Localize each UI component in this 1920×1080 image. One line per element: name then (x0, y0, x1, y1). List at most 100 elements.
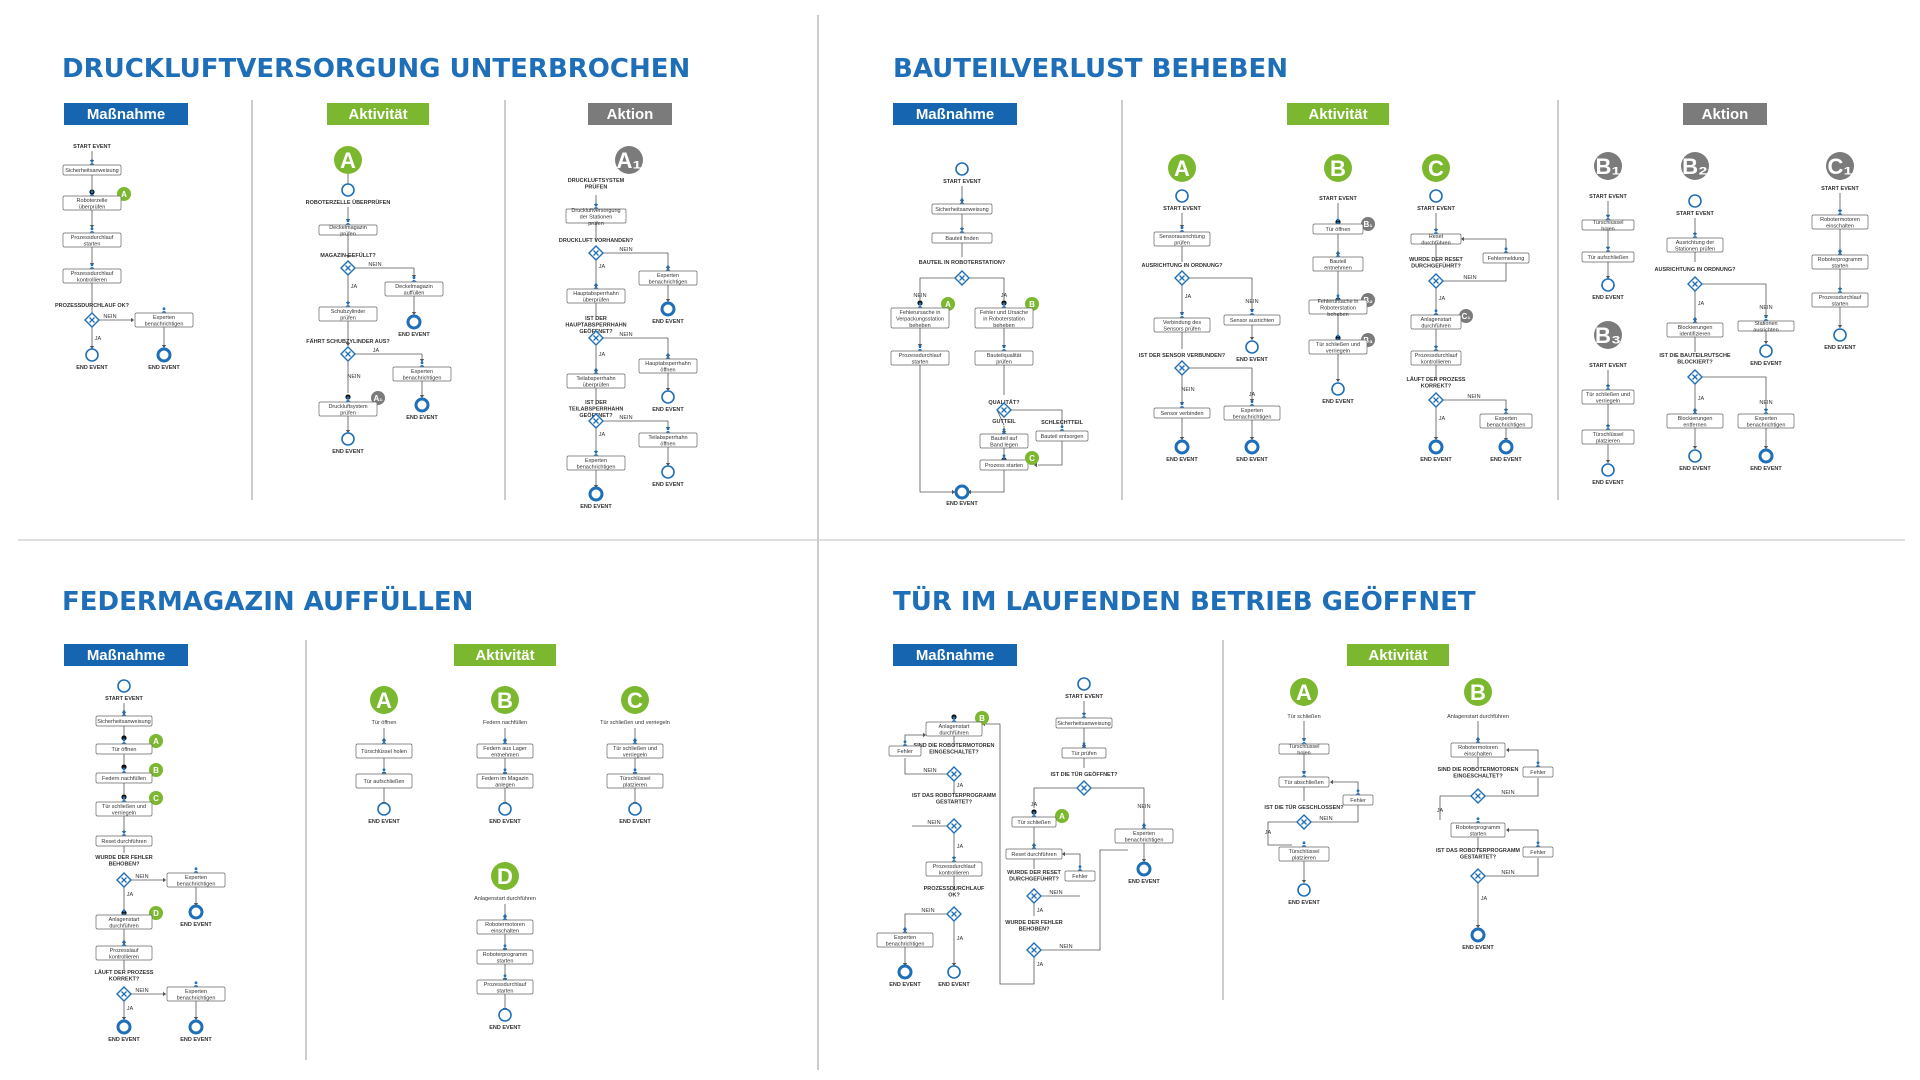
task-box (1811, 292, 1869, 308)
user-task-icon (121, 913, 127, 915)
label: START EVENT (1319, 196, 1357, 202)
ja-label: JA (1185, 294, 1192, 300)
task-box (95, 743, 153, 755)
task-label: Sicherheitsanweisung (1057, 721, 1111, 727)
label: END EVENT (938, 982, 970, 988)
arrow-head (1837, 325, 1843, 328)
task-label: Tür öffnen (112, 747, 137, 753)
user-task-icon (89, 231, 95, 233)
nein-label: NEIN (1319, 816, 1332, 822)
task-box (355, 743, 413, 759)
gateway-x-icon (593, 335, 599, 341)
task-label: Sensor verbinden (1160, 411, 1203, 417)
task-label: Blockierungen identifizieren (1678, 325, 1713, 338)
user-task-icon (1301, 775, 1307, 777)
user-task-icon (503, 768, 507, 772)
gateway-x-icon (1001, 407, 1007, 413)
user-task-icon (1693, 232, 1697, 236)
user-task-icon (1141, 827, 1147, 829)
arrow-head (345, 343, 351, 346)
task-label: Tür schließen und verriegeln (102, 804, 146, 817)
label: IST DIE TÜR GEÖFFNET? (1051, 771, 1119, 778)
user-task-icon (1838, 209, 1842, 213)
arrow-head (89, 346, 95, 349)
task-label: Roboterprogramm starten (1456, 825, 1501, 838)
big-badge-text: A (340, 148, 356, 173)
task-box (876, 932, 934, 948)
gateway-x-icon (1179, 365, 1185, 371)
task-box (1308, 339, 1368, 355)
nein-label: NEIN (619, 247, 632, 253)
big-badge (1594, 321, 1622, 349)
ja-label: JA (1265, 830, 1272, 836)
arrow-head (161, 345, 167, 348)
task-box (1064, 870, 1096, 882)
user-task-icon (917, 349, 923, 351)
task-label: Prozessdurchlauf kontrollieren (1415, 353, 1458, 366)
gateway-x-icon (1475, 793, 1481, 799)
task-box (95, 801, 153, 817)
task-box (606, 743, 664, 759)
end-event-icon (947, 965, 961, 979)
label: DRUCKLUFT VORHANDEN? (559, 238, 634, 244)
user-task-icon (345, 400, 351, 402)
label: END EVENT (368, 819, 400, 825)
user-task-icon (503, 944, 507, 948)
connector (1332, 781, 1359, 795)
small-badge-text: B₁ (1363, 220, 1373, 229)
section-title: DRUCKLUFTVERSORGUNG UNTERBROCHEN (62, 54, 690, 84)
user-task-icon (90, 190, 94, 194)
small-badge-text: C (1029, 454, 1035, 463)
end-event-icon (588, 486, 604, 502)
user-task-icon (1475, 821, 1481, 823)
ja-label: JA (1437, 808, 1444, 814)
task-box (1153, 231, 1211, 247)
label: END EVENT (889, 982, 921, 988)
task-box (1278, 743, 1330, 755)
task-box (638, 358, 698, 374)
column-header-text: Aktivität (1308, 106, 1367, 123)
user-task-icon (1764, 408, 1768, 412)
user-task-icon (1838, 249, 1842, 253)
small-badge-text: A (945, 300, 951, 309)
nein-label: NEIN (368, 262, 381, 268)
user-task-icon (121, 800, 127, 802)
task-label: Prozess starten (985, 463, 1023, 469)
user-task-icon (1060, 425, 1064, 429)
user-task-icon (121, 742, 127, 744)
arrow-head (593, 370, 599, 373)
user-task-icon (419, 365, 425, 367)
task-box (1312, 223, 1364, 235)
task-box (566, 373, 626, 389)
task-box (95, 835, 153, 847)
user-task-icon (1032, 811, 1036, 815)
user-task-icon (1693, 317, 1697, 321)
user-task-icon (1082, 742, 1086, 746)
task-label: Prozessdurchlauf starten (899, 353, 942, 366)
connector (1033, 787, 1077, 808)
ja-label: JA (1249, 392, 1256, 398)
user-task-icon (959, 231, 965, 233)
end-event-icon (1245, 340, 1259, 354)
task-label: Prozessdurchlauf kontrollieren (933, 864, 976, 877)
big-badge-text: A (1174, 156, 1190, 181)
user-task-icon (89, 267, 95, 269)
label: IST DER SENSOR VERBUNDEN? (1139, 353, 1226, 359)
connector (919, 277, 955, 300)
ja-label: JA (599, 352, 606, 358)
end-event-label: END EVENT (108, 1037, 140, 1043)
user-task-icon (1336, 334, 1340, 338)
label: Anlagenstart durchführen (1447, 714, 1509, 720)
task-label: Verbindung des Sensors prüfen (1163, 320, 1201, 333)
task-box (95, 715, 153, 727)
task-box (1737, 413, 1795, 429)
user-task-icon (1503, 251, 1509, 253)
task-label: Tür schließen und verriegeln (1316, 342, 1360, 355)
end-event-icon (1297, 883, 1311, 897)
user-task-icon (960, 198, 964, 202)
task-label: Druckluftversorgung der Stationen prüfen (571, 208, 620, 227)
user-task-icon (1002, 454, 1006, 458)
user-task-icon (1301, 845, 1307, 847)
big-badge (1826, 152, 1854, 180)
